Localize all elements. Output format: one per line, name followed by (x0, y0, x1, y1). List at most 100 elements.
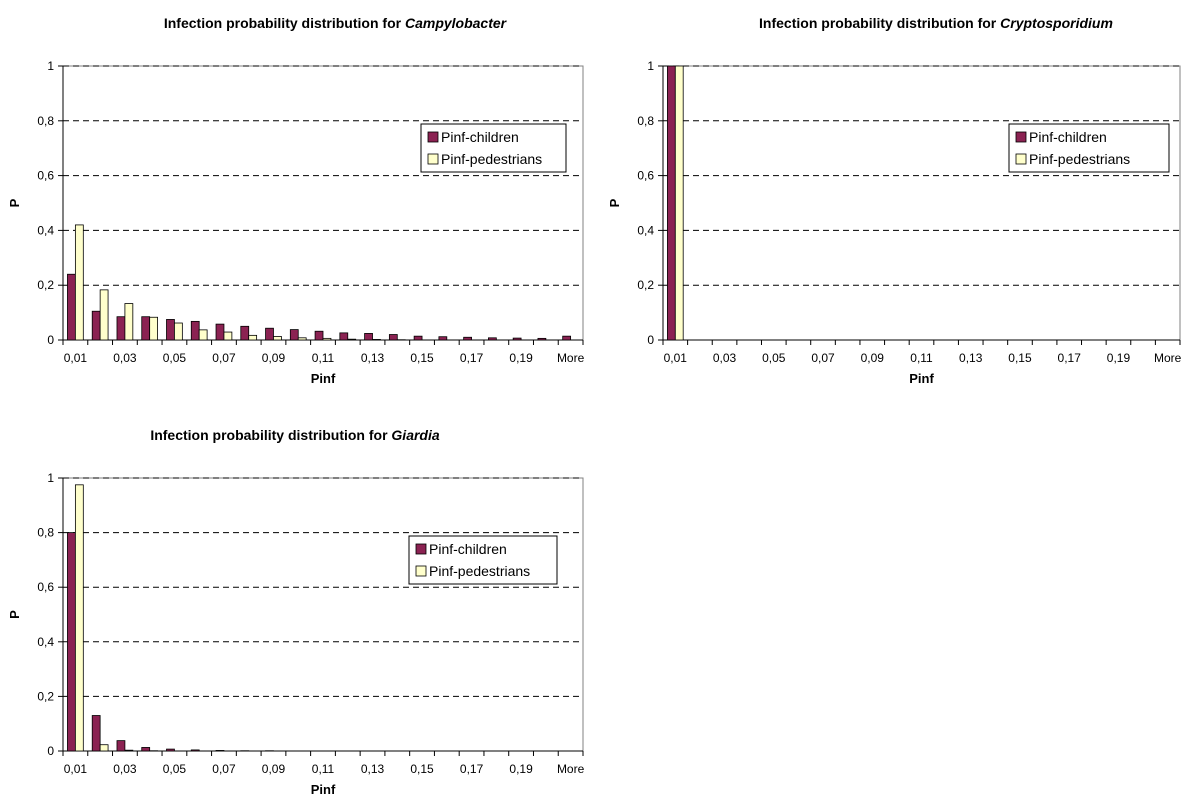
bar-pinf-children (488, 337, 497, 341)
y-tick-label: 0,6 (37, 580, 54, 594)
y-tick-label: 1 (47, 59, 54, 73)
legend (1008, 123, 1170, 173)
bar-pinf-children (562, 335, 572, 341)
x-axis-title: Pinf (311, 782, 336, 797)
x-tick-label: 0,15 (410, 351, 434, 365)
legend-swatch (415, 565, 427, 577)
y-axis-title: P (607, 198, 622, 207)
bar-pinf-pedestrians (198, 329, 208, 341)
bar-pinf-children (91, 310, 101, 341)
legend-label: Pinf-pedestrians (429, 563, 530, 579)
x-tick-label: 0,05 (163, 762, 187, 776)
y-tick-label: 0 (647, 333, 654, 347)
bar-pinf-children (667, 65, 676, 341)
x-tick-label: 0,13 (361, 351, 385, 365)
y-tick-label: 0,2 (37, 278, 54, 292)
bar-pinf-children (512, 337, 522, 341)
y-tick-label: 0,4 (37, 223, 54, 237)
legend-swatch (1015, 131, 1027, 143)
bar-pinf-pedestrians (149, 316, 158, 341)
x-tick-label: 0,07 (212, 762, 236, 776)
y-tick-label: 0,8 (37, 114, 54, 128)
legend-swatch (415, 543, 427, 555)
bar-pinf-pedestrians (248, 334, 258, 341)
x-tick-label: 0,07 (811, 351, 835, 365)
bar-pinf-pedestrians (322, 337, 332, 341)
bar-pinf-children (413, 335, 423, 341)
bar-pinf-pedestrians (372, 339, 381, 341)
bar-pinf-children (463, 336, 472, 341)
legend-label: Pinf-pedestrians (441, 151, 542, 167)
x-axis-title: Pinf (909, 371, 934, 386)
legend-label: Pinf-children (1029, 129, 1107, 145)
bar-pinf-pedestrians (273, 336, 282, 341)
legend-label: Pinf-children (441, 129, 519, 145)
x-tick-label: 0,03 (113, 762, 137, 776)
x-tick-label: 0,03 (113, 351, 137, 365)
y-tick-label: 0,2 (37, 689, 54, 703)
legend-label: Pinf-pedestrians (1029, 151, 1130, 167)
y-tick-label: 1 (647, 59, 654, 73)
x-tick-label: 0,13 (959, 351, 983, 365)
bar-pinf-children (240, 325, 250, 341)
y-tick-label: 0,4 (637, 223, 654, 237)
bar-pinf-pedestrians (174, 322, 183, 341)
x-tick-label: 0,17 (460, 762, 484, 776)
chart-svg: Infection probability distribution for C… (7, 15, 585, 386)
bar-pinf-pedestrians (674, 65, 684, 341)
bar-pinf-children (67, 532, 76, 752)
x-tick-label: 0,19 (509, 351, 533, 365)
y-axis-title: P (7, 198, 22, 207)
y-tick-label: 0,6 (637, 169, 654, 183)
bar-pinf-pedestrians (74, 484, 84, 752)
plot-area (62, 65, 584, 341)
bar-pinf-children (265, 327, 274, 341)
x-tick-label: 0,11 (312, 351, 335, 365)
bar-pinf-children (364, 333, 373, 341)
y-tick-label: 0 (47, 333, 54, 347)
y-tick-label: 0,8 (37, 526, 54, 540)
x-tick-label: 0,01 (664, 351, 688, 365)
x-tick-label: More (557, 762, 585, 776)
x-tick-label: 0,17 (1058, 351, 1082, 365)
x-tick-label: 0,07 (212, 351, 236, 365)
bar-pinf-children (215, 323, 225, 341)
x-tick-label: 0,01 (64, 351, 88, 365)
chart-svg: Infection probability distribution for C… (607, 15, 1182, 386)
legend-swatch (427, 153, 439, 165)
chart-campylobacter: Infection probability distribution for C… (0, 0, 600, 400)
chart-title: Infection probability distribution for C… (164, 15, 508, 31)
bar-pinf-children (141, 747, 151, 752)
x-tick-label: 0,13 (361, 762, 385, 776)
chart-title: Infection probability distribution for G… (150, 427, 440, 443)
plot-area (662, 65, 1181, 341)
y-axis-title: P (7, 610, 22, 619)
bar-pinf-children (388, 334, 398, 341)
x-tick-label: 0,01 (64, 762, 88, 776)
x-tick-label: 0,11 (312, 762, 335, 776)
bar-pinf-pedestrians (297, 337, 307, 341)
x-tick-label: 0,05 (163, 351, 187, 365)
bar-pinf-children (314, 330, 324, 341)
x-tick-label: 0,09 (262, 351, 286, 365)
bar-pinf-children (537, 337, 547, 341)
bar-pinf-pedestrians (99, 289, 109, 341)
x-tick-label: 0,09 (262, 762, 286, 776)
y-tick-label: 0,4 (37, 635, 54, 649)
chart-giardia: Infection probability distribution for G… (0, 412, 600, 798)
bar-pinf-children (190, 320, 200, 341)
bar-pinf-children (190, 749, 200, 752)
x-tick-label: More (557, 351, 585, 365)
bar-pinf-pedestrians (347, 338, 357, 341)
x-tick-label: 0,19 (1107, 351, 1131, 365)
bar-pinf-children (91, 715, 101, 752)
bar-pinf-children (141, 316, 151, 341)
x-tick-label: 0,19 (509, 762, 533, 776)
bar-pinf-children (339, 332, 349, 341)
bar-pinf-children (438, 336, 448, 341)
bar-pinf-children (116, 316, 126, 341)
bar-pinf-children (116, 740, 126, 752)
chart-cryptosporidium: Infection probability distribution for C… (600, 0, 1185, 400)
legend-swatch (1015, 153, 1027, 165)
legend-swatch (427, 131, 439, 143)
